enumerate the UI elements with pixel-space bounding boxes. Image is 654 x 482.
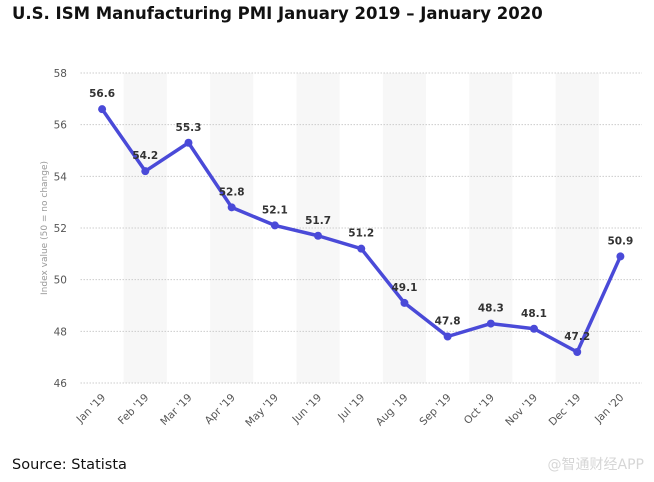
data-point <box>270 221 279 230</box>
data-label: 48.1 <box>521 308 547 320</box>
x-tick-label: Mar '19 <box>158 392 194 428</box>
data-point <box>184 138 193 147</box>
chart-title: U.S. ISM Manufacturing PMI January 2019 … <box>12 4 543 23</box>
data-point <box>98 105 107 114</box>
y-tick-label: 48 <box>54 326 67 338</box>
band <box>469 73 513 383</box>
y-tick-label: 58 <box>54 68 67 80</box>
data-label: 54.2 <box>132 150 158 162</box>
data-label: 47.2 <box>564 331 590 343</box>
x-tick-label: Jul '19 <box>335 392 367 424</box>
data-label: 52.8 <box>219 186 245 198</box>
data-point <box>141 167 150 176</box>
y-tick-label: 54 <box>54 171 68 183</box>
x-tick-label: Aug '19 <box>374 392 411 429</box>
x-tick-label: Jan '20 <box>592 392 626 426</box>
data-label: 55.3 <box>176 122 202 134</box>
x-tick-label: Apr '19 <box>203 392 238 427</box>
x-tick-label: Jun '19 <box>290 392 325 427</box>
data-point <box>357 244 366 253</box>
y-tick-label: 56 <box>54 120 68 132</box>
x-tick-label: Nov '19 <box>503 392 540 429</box>
y-tick-label: 50 <box>54 275 67 287</box>
source-note: Source: Statista <box>12 457 127 473</box>
x-tick-label: Dec '19 <box>547 392 584 429</box>
watermark: @智通财经APP <box>547 457 644 473</box>
x-tick-label: May '19 <box>243 392 281 430</box>
data-label: 47.8 <box>435 316 461 328</box>
data-point <box>400 298 409 307</box>
data-label: 51.2 <box>348 228 374 240</box>
data-points <box>98 105 625 356</box>
data-point <box>573 348 582 356</box>
data-point <box>227 203 236 212</box>
data-point <box>314 231 323 240</box>
data-label: 48.3 <box>478 303 504 315</box>
data-label: 51.7 <box>305 215 331 227</box>
y-tick-label: 52 <box>54 223 67 235</box>
x-tick-label: Jan '19 <box>74 392 108 426</box>
y-axis-ticks: 46 48 50 52 54 56 58 <box>54 68 68 390</box>
y-tick-label: 46 <box>54 378 68 390</box>
data-point <box>486 319 495 328</box>
data-label: 56.6 <box>89 88 115 100</box>
x-tick-label: Oct '19 <box>462 392 497 427</box>
data-label: 50.9 <box>607 235 633 247</box>
x-tick-label: Sep '19 <box>417 392 453 428</box>
x-axis-ticks: Jan '19 Feb '19 Mar '19 Apr '19 May '19 Jun '… <box>74 392 627 430</box>
data-point <box>616 252 625 261</box>
band <box>123 73 167 383</box>
data-point <box>443 332 452 341</box>
data-label: 52.1 <box>262 204 288 216</box>
data-label: 49.1 <box>391 282 417 294</box>
y-axis-label: Index value (50 = no change) <box>40 161 50 295</box>
x-tick-label: Feb '19 <box>116 392 151 427</box>
data-point <box>530 324 539 333</box>
gridlines <box>80 72 642 384</box>
data-labels: 56.6 54.2 55.3 52.8 52.1 51.7 51.2 49.1 47.8 48.3… <box>89 88 633 343</box>
